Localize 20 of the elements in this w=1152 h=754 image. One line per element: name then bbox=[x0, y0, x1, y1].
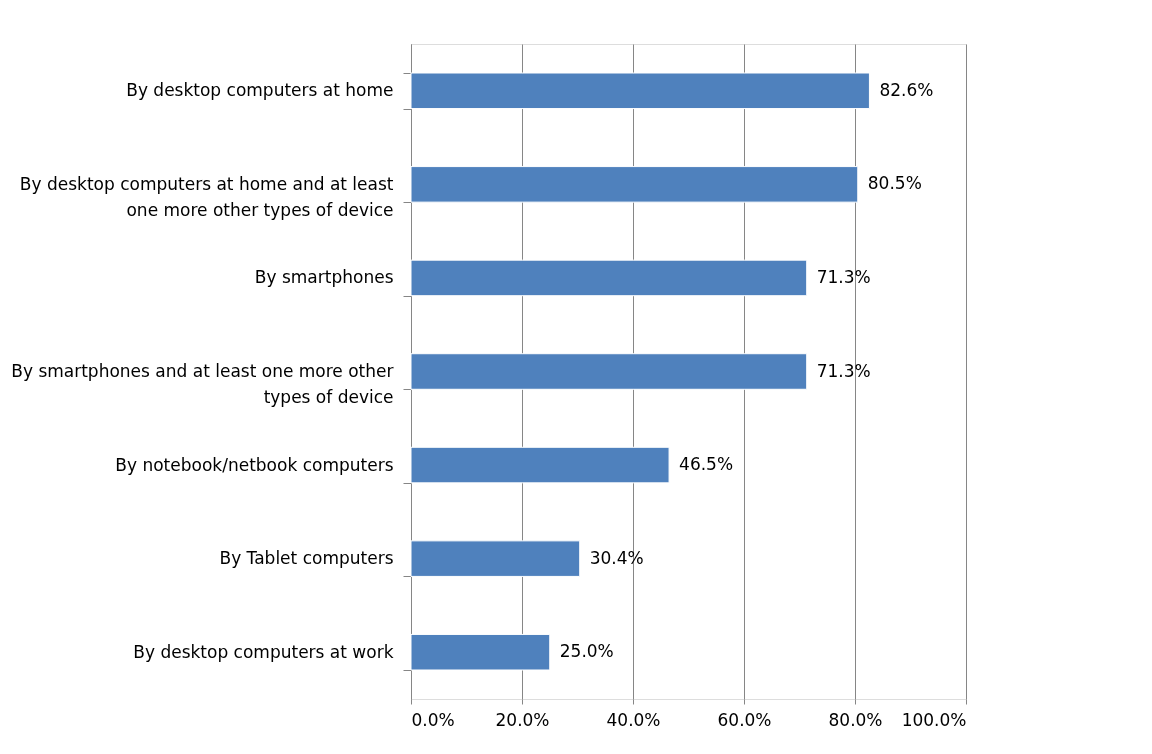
x-tick-label: 100.0% bbox=[901, 709, 967, 730]
x-tick-label: 60.0% bbox=[717, 709, 772, 730]
y-tick-label: By smartphones and at least one more other types of device bbox=[11, 361, 394, 407]
data-label: 80.5% bbox=[867, 173, 922, 194]
x-tick-label: 20.0% bbox=[495, 709, 550, 730]
y-tick-label: By desktop computers at home bbox=[126, 80, 394, 101]
x-tick-label: 40.0% bbox=[606, 709, 661, 730]
y-tick-label: By desktop computers at work bbox=[133, 641, 394, 662]
x-tick-label: 80.0% bbox=[828, 709, 883, 730]
x-tick-label: 0.0% bbox=[411, 709, 455, 730]
y-tick-label: By Tablet computers bbox=[219, 548, 394, 569]
y-tick-label: By notebook/netbook computers bbox=[115, 454, 394, 475]
data-label: 30.4% bbox=[589, 547, 644, 568]
data-label: 71.3% bbox=[816, 266, 871, 287]
y-tick-label: By smartphones bbox=[254, 267, 394, 288]
y-tick-label: By desktop computers at home and at least one more other types of device bbox=[19, 173, 394, 220]
data-label: 25.0% bbox=[559, 641, 614, 662]
data-label: 71.3% bbox=[816, 360, 871, 381]
data-label: 82.6% bbox=[879, 79, 934, 100]
data-label: 46.5% bbox=[679, 454, 734, 475]
